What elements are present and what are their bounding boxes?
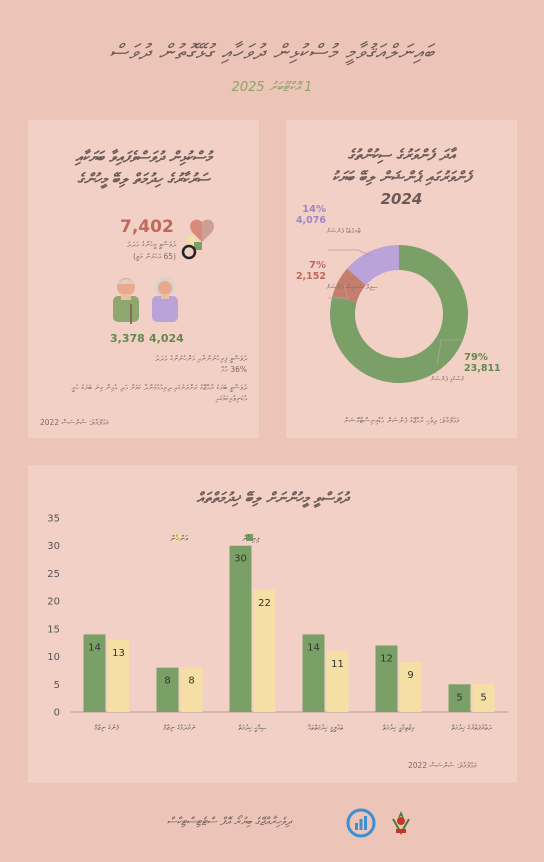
- bar-1-3: [326, 651, 349, 712]
- statistics-bureau-logo: [346, 808, 376, 838]
- elderly-total-value: 7,402: [120, 217, 174, 237]
- x-category-label: އިޖުތިމާޢީ ޚިދުމަތް: [383, 723, 415, 733]
- y-tick-label: 5: [54, 680, 60, 691]
- donut-pct-label-0: 79%: [464, 352, 488, 363]
- elderly-total-subcaption: (65 އަހަރުން މަތީ): [132, 252, 176, 261]
- elderly-population-panel: މުސްކުޅިން ދުވަސްވެފައިވާ ބަޔަކާއި ސަރުކ…: [28, 120, 259, 438]
- donut-name-label-0: މުސްކުޅި ޕެންޝަން: [430, 375, 464, 383]
- bar-1-5: [472, 684, 495, 712]
- bar-value-label: 8: [164, 676, 170, 687]
- footer-org-name: ދިވެހިރާއްޖޭގެ ބިޔުރޯ އޮފް ސްޓެޓިސްޓިކްސ…: [166, 815, 292, 828]
- elderly-woman-icon: [152, 277, 178, 322]
- state-emblem-icon: [392, 811, 410, 836]
- donut-panel-title-line2: ފެންވަރުގައި ޕެންޝަން ލިބޭ ބަޔަކު: [332, 168, 471, 186]
- donut-leader-2: [328, 249, 374, 258]
- legend-label-1: އަންހެން: [170, 534, 189, 543]
- donut-value-label-1: 2,152: [296, 271, 326, 282]
- x-category-label: ނަރުދަމާގެ ނިޒާމް: [163, 723, 196, 732]
- bar-0-3: [302, 634, 325, 712]
- bar-value-label: 5: [456, 692, 462, 703]
- y-tick-label: 10: [47, 652, 60, 663]
- donut-name-label-2: ޓާރގެޓެޑް ޕެންޝަން: [326, 227, 362, 235]
- y-tick-label: 20: [47, 597, 60, 608]
- x-category-label: ޞިއްޙީ ޚިދުމަތް: [238, 724, 267, 733]
- x-category-label: ތަޢުލީމީ ޚިދުމަތްތައް: [308, 724, 344, 733]
- bar-value-label: 14: [88, 642, 101, 653]
- donut-pct-label-1: 7%: [309, 260, 326, 271]
- y-tick-label: 35: [47, 514, 60, 525]
- elderly-total-caption: ދުވަސްވީ މީހުންގެ ޢަދަދު: [126, 240, 176, 249]
- bar-value-label: 12: [380, 653, 393, 664]
- bar-0-1: [156, 667, 179, 712]
- donut-value-label-0: 23,811: [464, 363, 501, 374]
- bar-value-label: 13: [112, 648, 125, 659]
- donut-value-label-2: 4,076: [296, 215, 326, 226]
- pension-donut-panel: އާދަ ފެންވަރުގެ ސިކުންތުގެ ފެންވަރުގައި …: [286, 120, 517, 438]
- legend-swatch-0: [246, 534, 253, 541]
- elderly-male-value: 3,378: [110, 332, 145, 345]
- donut-leader-1: [328, 284, 349, 299]
- bar-1-2: [253, 590, 276, 712]
- bar-value-label: 30: [234, 554, 247, 565]
- x-category-label: ދަތުރުފަތުރުގެ ޚިދުމަތް: [451, 724, 492, 732]
- y-tick-label: 0: [54, 708, 60, 719]
- bar-1-4: [399, 662, 422, 712]
- bar-1-1: [180, 667, 203, 712]
- y-tick-label: 25: [47, 569, 60, 580]
- donut-slice-0: [330, 245, 468, 384]
- heart-magnifier-icon: [181, 219, 214, 260]
- elderly-panel-title-line2: ސަރުކާރުގެ ހިދުމަތް ލިބޭ މީހުންގެ: [77, 170, 210, 188]
- bar-panel-title: ދުވަސްވީ މީހުންނަށް ލިބޭ ޚިދުމަތްތައް: [196, 489, 349, 507]
- bar-0-5: [448, 684, 471, 712]
- donut-panel-title-line1: އާދަ ފެންވަރުގެ ސިކުންތުގެ: [347, 146, 456, 164]
- elderly-female-value: 4,024: [149, 332, 184, 345]
- donut-pct-label-2: 14%: [302, 204, 326, 215]
- bar-value-label: 11: [331, 659, 344, 670]
- services-bar-panel: ދުވަސްވީ މީހުންނަށް ލިބޭ ޚިދުމަތްތައް 0 5…: [28, 465, 517, 783]
- donut-name-label-1: ސިވިލް ސަރވިސް ޕެންޝަން: [326, 283, 378, 291]
- bar-1-0: [107, 639, 130, 712]
- donut-slice-2: [347, 245, 399, 286]
- page-title: ބައިނަލްއަޤުވާމީ މުސްކުޅިން ދުވަހާއި ގުޅ…: [109, 40, 435, 64]
- bar-value-label: 14: [307, 642, 320, 653]
- donut-panel-year: 2024: [380, 190, 423, 208]
- bar-0-0: [83, 634, 106, 712]
- page-date: 1 އޮކްޓޫބަރު 2025: [231, 80, 313, 95]
- y-tick-label: 15: [47, 624, 60, 635]
- donut-leader-0: [436, 339, 462, 365]
- bar-value-label: 5: [480, 692, 486, 703]
- bar-value-label: 8: [188, 676, 194, 687]
- bar-source: މަޢުލޫމާތު: ސެންސަސް 2022: [408, 761, 477, 770]
- elderly-source: މަޢުލޫމާތު: ސެންސަސް 2022: [40, 418, 109, 427]
- elderly-man-icon: [113, 278, 139, 324]
- donut-slice-1: [332, 268, 366, 303]
- legend-swatch-1: [174, 534, 181, 541]
- donut-source: މަޢުލޫމާތު: ދިވެހި ރާއްޖޭގެ ޕެންޝަން އެޑ…: [343, 416, 460, 425]
- services-bar-chart: 0 5 10 15 20 25 30 35 ފިރިހެން އަންހެން 14 13 ފެނުގެ…: [47, 514, 508, 733]
- bar-0-4: [375, 645, 398, 712]
- bar-value-label: 9: [407, 670, 413, 681]
- bar-0-2: [229, 545, 252, 712]
- elderly-note-percent: 36% އެއް: [220, 365, 247, 374]
- elderly-panel-title-line1: މުސްކުޅިން ދުވަސްވެފައިވާ ބަޔަކާއި: [75, 148, 212, 166]
- y-tick-label: 30: [47, 541, 60, 552]
- legend-label-0: ފިރިހެން: [242, 534, 260, 543]
- elderly-note-1: ދުވަސްވީ ފިރިހެނުންނާއި އަންހެނުންގެ ޢަދ…: [154, 354, 247, 363]
- x-category-label: ފެނުގެ ނިޒާމް: [94, 723, 119, 732]
- bar-value-label: 22: [258, 598, 271, 609]
- elderly-note-2: ދުވަސްވީ ބަޔަކު ރާއްޖޭގެ ރަށްރަށުގައި ދި…: [71, 383, 247, 403]
